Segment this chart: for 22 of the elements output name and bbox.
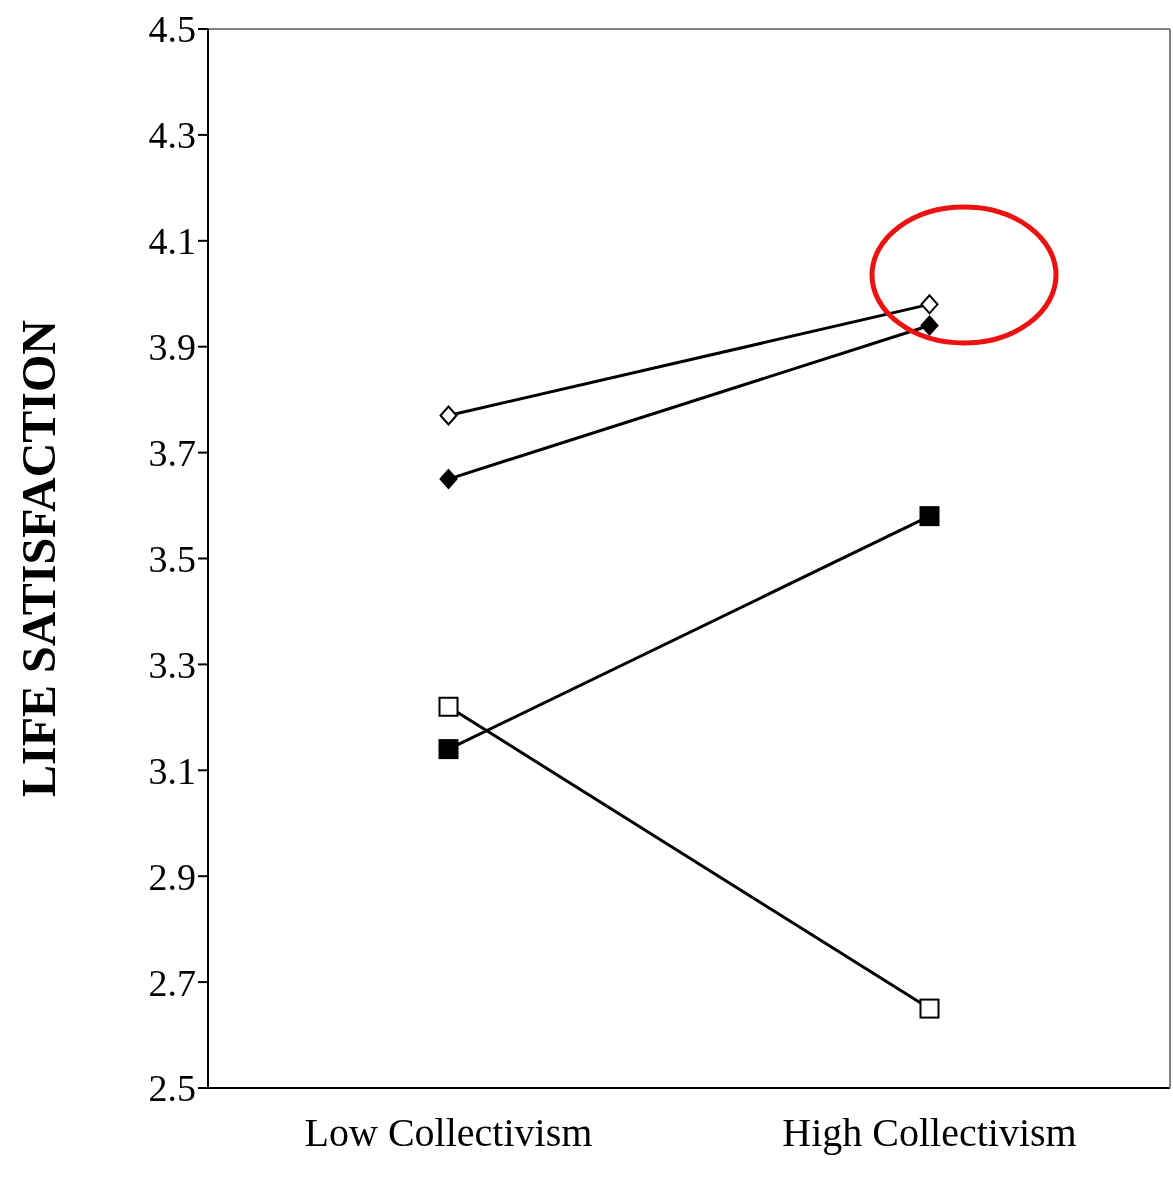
point <box>920 315 939 336</box>
x-tick-label: Low Collectivism <box>304 1110 593 1156</box>
point <box>920 294 939 315</box>
y-tick-label: 4.5 <box>148 8 196 51</box>
point <box>439 405 458 426</box>
y-tick-label: 2.7 <box>148 961 196 1004</box>
y-tick-label: 3.3 <box>148 643 196 686</box>
y-axis-title: LIFE SATISFACTION <box>12 319 66 797</box>
y-tick-label: 2.5 <box>148 1067 196 1110</box>
point <box>439 469 458 490</box>
y-tick-label: 3.7 <box>148 432 196 475</box>
point <box>919 506 940 527</box>
point <box>438 696 459 717</box>
point <box>919 998 940 1019</box>
y-tick-label: 2.9 <box>148 855 196 898</box>
y-tick-label: 3.1 <box>148 749 196 792</box>
point <box>438 739 459 760</box>
y-tick-label: 3.9 <box>148 326 196 369</box>
y-tick-label: 3.5 <box>148 537 196 580</box>
y-tick-label: 4.1 <box>148 220 196 263</box>
x-tick-label: High Collectivism <box>782 1110 1077 1156</box>
y-tick-label: 4.3 <box>148 114 196 157</box>
